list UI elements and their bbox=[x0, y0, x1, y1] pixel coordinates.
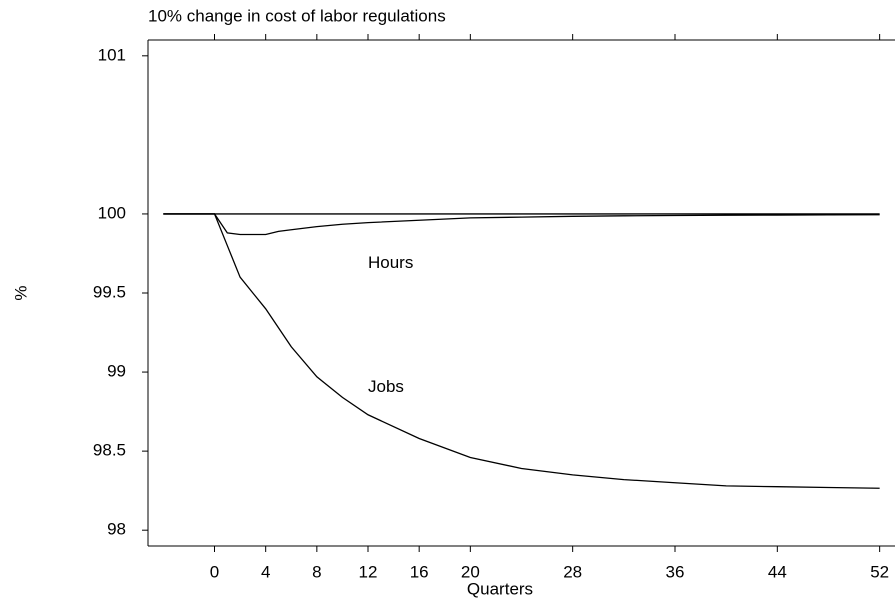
y-tick-label: 100 bbox=[98, 203, 126, 222]
y-tick-label: 99.5 bbox=[93, 282, 126, 301]
x-tick-label: 16 bbox=[410, 562, 429, 581]
x-tick-label: 44 bbox=[768, 562, 787, 581]
y-tick-label: 101 bbox=[98, 45, 126, 64]
series-line bbox=[163, 213, 880, 236]
x-tick-label: 0 bbox=[210, 562, 219, 581]
x-tick-label: 4 bbox=[261, 562, 270, 581]
y-tick-label: 99 bbox=[107, 362, 126, 381]
y-axis-label: % bbox=[11, 285, 30, 300]
series-label: Jobs bbox=[368, 377, 404, 396]
x-tick-label: 20 bbox=[461, 562, 480, 581]
series-line bbox=[163, 213, 880, 489]
x-tick-label: 12 bbox=[359, 562, 378, 581]
x-tick-label: 28 bbox=[563, 562, 582, 581]
chart-title: 10% change in cost of labor regulations bbox=[148, 6, 446, 25]
y-tick-label: 98.5 bbox=[93, 441, 126, 460]
x-tick-label: 36 bbox=[666, 562, 685, 581]
x-tick-label: 8 bbox=[312, 562, 321, 581]
x-tick-label: 52 bbox=[870, 562, 889, 581]
x-axis-label: Quarters bbox=[467, 579, 533, 598]
y-tick-label: 98 bbox=[107, 520, 126, 539]
series-label: Hours bbox=[368, 253, 413, 272]
